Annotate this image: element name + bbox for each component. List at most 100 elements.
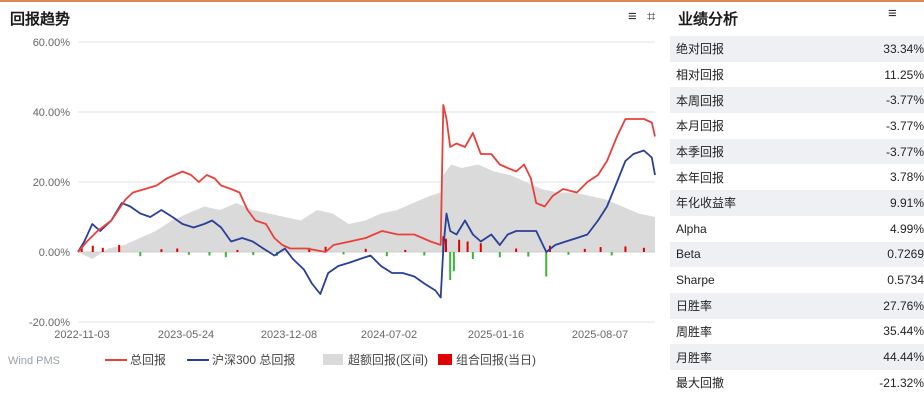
- daily-return-bar: [385, 252, 388, 257]
- metric-label: Sharpe: [670, 267, 820, 293]
- metric-value: 0.7269: [819, 241, 924, 268]
- daily-return-bar: [610, 252, 613, 256]
- daily-return-bar: [308, 247, 311, 252]
- y-tick-label: 20.00%: [33, 177, 71, 189]
- metric-value: 3.78%: [819, 164, 924, 191]
- daily-return-bar: [498, 252, 501, 258]
- metric-label: 本周回报: [670, 87, 820, 114]
- metric-label: 日胜率: [670, 292, 820, 319]
- daily-return-bar: [444, 238, 447, 252]
- metric-value: 11.25%: [819, 61, 924, 88]
- metric-value: -3.77%: [819, 138, 924, 165]
- table-row: 日胜率 27.76%: [670, 292, 924, 319]
- metric-value: 27.76%: [819, 292, 924, 319]
- y-tick-label: 60.00%: [33, 37, 71, 49]
- metric-label: Beta: [670, 241, 820, 268]
- panel-title: 回报趋势: [10, 11, 71, 28]
- table-row: 本季回报 -3.77%: [670, 138, 924, 165]
- table-row: Alpha 4.99%: [670, 215, 924, 242]
- table-row: 本年回报 3.78%: [670, 164, 924, 191]
- metric-value: 35.44%: [819, 318, 924, 345]
- table-row: 相对回报 11.25%: [670, 61, 924, 88]
- daily-return-bar: [139, 252, 142, 257]
- daily-return-bar: [224, 252, 227, 258]
- table-row: 月胜率 44.44%: [670, 344, 924, 370]
- legend-swatch: [323, 354, 343, 365]
- table-row: 最大回撤 -21.32%: [670, 369, 924, 396]
- chart-toolbar: ≡ ⌗: [622, 8, 655, 25]
- metric-value: 0.5734: [819, 267, 924, 293]
- legend-label: 沪深300 总回报: [212, 352, 295, 367]
- x-tick-label: 2025-01-16: [468, 329, 524, 341]
- table-row: Sharpe 0.5734: [670, 267, 924, 293]
- metric-label: 本年回报: [670, 164, 820, 191]
- metric-value: 4.99%: [819, 215, 924, 242]
- return-chart: 60.00% 40.00% 20.00% 0.00% -20.00%2022-11-03…: [8, 37, 656, 367]
- menu-icon[interactable]: ≡: [628, 8, 637, 25]
- total-return-line: [77, 104, 656, 253]
- metric-value: 9.91%: [819, 190, 924, 216]
- metric-label: 本月回报: [670, 113, 820, 139]
- x-tick-label: 2025-08-07: [572, 329, 628, 341]
- performance-title: 业绩分析: [678, 11, 739, 28]
- crop-icon[interactable]: ⌗: [646, 8, 656, 25]
- metric-label: 月胜率: [670, 344, 820, 370]
- x-tick-label: 2022-11-03: [54, 329, 109, 341]
- daily-return-bar: [208, 252, 211, 256]
- x-tick-label: 2024-07-02: [361, 329, 417, 341]
- metric-value: 33.34%: [819, 36, 924, 62]
- daily-return-bar: [642, 247, 645, 252]
- legend-label: 总回报: [130, 352, 166, 367]
- metric-label: 周胜率: [670, 318, 820, 345]
- excess-return-area: [78, 164, 655, 259]
- daily-return-bar: [252, 252, 255, 256]
- top-rule: [0, 0, 924, 2]
- daily-return-bar: [545, 252, 548, 277]
- daily-return-bar: [567, 252, 570, 255]
- daily-return-bar: [471, 252, 474, 259]
- daily-return-bar: [466, 241, 469, 252]
- daily-return-bar: [160, 249, 163, 252]
- daily-return-bar: [324, 246, 327, 252]
- table-row: 绝对回报 33.34%: [670, 36, 924, 62]
- table-row: 年化收益率 9.91%: [670, 190, 924, 216]
- daily-return-bar: [118, 245, 121, 252]
- daily-return-bar: [364, 248, 367, 252]
- y-tick-label: 40.00%: [33, 107, 71, 119]
- daily-return-bar: [458, 239, 461, 252]
- performance-table: 绝对回报 33.34% 相对回报 11.25% 本周回报 -3.77% 本月回报 -3.77%…: [670, 36, 924, 396]
- daily-return-bar: [342, 252, 345, 255]
- metric-label: Alpha: [670, 215, 820, 242]
- metric-label: 本季回报: [670, 138, 820, 165]
- daily-return-bar: [624, 246, 627, 252]
- daily-return-bar: [236, 249, 239, 252]
- daily-return-bar: [449, 252, 452, 280]
- daily-return-bar: [479, 243, 482, 252]
- menu-icon[interactable]: ≡: [888, 5, 897, 22]
- daily-return-bar: [101, 247, 104, 252]
- performance-panel: 业绩分析 ≡ 绝对回报 33.34% 相对回报 11.25% 本周回报 -3.77% 本月回…: [670, 2, 924, 402]
- metric-label: 绝对回报: [670, 36, 820, 62]
- watermark: Wind PMS: [8, 355, 60, 367]
- metric-value: -3.77%: [819, 87, 924, 114]
- metric-value: 44.44%: [819, 344, 924, 370]
- table-row: 本周回报 -3.77%: [670, 87, 924, 114]
- csi300-return-line: [77, 149, 656, 299]
- table-row: 周胜率 35.44%: [670, 318, 924, 345]
- x-tick-label: 2023-05-24: [158, 329, 214, 341]
- daily-return-bar: [515, 248, 518, 252]
- return-trend-panel: 回报趋势 ≡ ⌗ 60.00% 40.00% 20.00% 0.00% -20.00% 2…: [0, 2, 662, 402]
- daily-return-bar: [80, 246, 83, 252]
- legend-swatch: [438, 354, 452, 365]
- legend-label: 组合回报(当日): [456, 352, 536, 367]
- daily-return-bar: [423, 252, 426, 256]
- metric-label: 相对回报: [670, 61, 820, 88]
- daily-return-bar: [176, 248, 179, 252]
- metric-label: 年化收益率: [670, 190, 820, 216]
- metric-value: -3.77%: [819, 113, 924, 139]
- daily-return-bar: [583, 248, 586, 252]
- y-tick-label: -20.00%: [29, 317, 70, 329]
- metric-label: 最大回撤: [670, 369, 820, 396]
- daily-return-bar: [599, 247, 602, 252]
- legend-label: 超额回报(区间): [348, 352, 428, 367]
